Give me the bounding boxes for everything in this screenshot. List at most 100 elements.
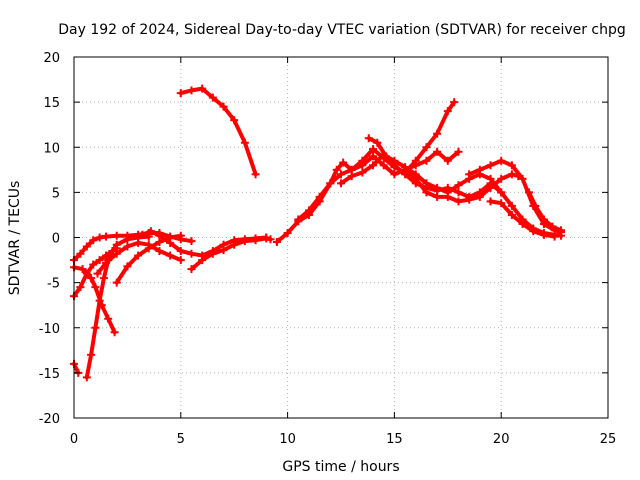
data-point xyxy=(507,161,516,170)
axis-ticks: 0 5 10 15 20 25 -20 -15 -10 -5 0 5 10 15 20 xyxy=(39,51,617,447)
data-point xyxy=(529,227,538,236)
data-point xyxy=(454,188,463,197)
data-point xyxy=(443,192,452,201)
data-point xyxy=(454,181,463,190)
data-point xyxy=(369,145,378,154)
data-point xyxy=(240,237,249,246)
data-point xyxy=(401,165,410,174)
x-tick-label: 15 xyxy=(386,432,403,447)
data-point xyxy=(411,174,420,183)
data-point xyxy=(497,188,506,197)
data-point xyxy=(123,242,132,251)
data-point xyxy=(187,265,196,274)
data-point xyxy=(433,129,442,138)
data-point xyxy=(539,230,548,239)
data-point xyxy=(518,219,527,228)
data-point xyxy=(507,210,516,219)
y-tick-label: -20 xyxy=(39,412,60,427)
data-point xyxy=(187,249,196,258)
series-line-arc-14 xyxy=(366,136,563,238)
data-point xyxy=(123,262,132,271)
data-point xyxy=(450,98,459,107)
data-point xyxy=(108,247,117,256)
series-group xyxy=(70,84,566,382)
data-point xyxy=(146,227,155,236)
data-point xyxy=(486,183,495,192)
y-tick-label: 20 xyxy=(43,51,60,66)
data-point xyxy=(123,235,132,244)
data-point xyxy=(112,240,121,249)
data-point xyxy=(76,283,85,292)
data-point xyxy=(112,231,121,240)
data-point xyxy=(475,165,484,174)
data-point xyxy=(266,235,275,244)
y-tick-label: 0 xyxy=(52,232,60,247)
data-point xyxy=(497,156,506,165)
data-point xyxy=(82,373,91,382)
data-point xyxy=(240,138,249,147)
data-point xyxy=(411,161,420,170)
y-tick-label: 5 xyxy=(52,186,60,201)
data-point xyxy=(219,102,228,111)
chart-title: Day 192 of 2024, Sidereal Day-to-day VTE… xyxy=(58,22,626,38)
data-point xyxy=(187,86,196,95)
data-point xyxy=(364,134,373,143)
data-point xyxy=(531,201,540,210)
data-point xyxy=(138,230,147,239)
data-point xyxy=(443,156,452,165)
data-point xyxy=(89,236,98,245)
data-point xyxy=(497,174,506,183)
y-tick-label: -15 xyxy=(39,367,60,382)
data-point xyxy=(198,256,207,265)
series-line-arc-10 xyxy=(178,86,258,177)
data-point xyxy=(422,143,431,152)
data-point xyxy=(102,258,111,267)
x-tick-label: 5 xyxy=(177,432,185,447)
data-point xyxy=(433,147,442,156)
data-point xyxy=(176,231,185,240)
data-point xyxy=(337,170,345,179)
data-point xyxy=(326,179,335,188)
data-point xyxy=(315,192,324,201)
data-point xyxy=(332,165,341,174)
data-point xyxy=(112,249,121,258)
data-point xyxy=(507,201,516,210)
data-point xyxy=(87,274,96,283)
data-point xyxy=(155,247,164,256)
data-point xyxy=(497,199,506,208)
data-point xyxy=(110,328,119,337)
series-line-arc-5 xyxy=(84,234,151,380)
data-point xyxy=(176,89,185,98)
data-point xyxy=(155,231,164,240)
data-point xyxy=(358,168,367,177)
data-point xyxy=(208,249,217,258)
data-point xyxy=(454,147,463,156)
data-point xyxy=(144,244,153,253)
data-point xyxy=(550,232,559,241)
y-axis-label: SDTVAR / TECUs xyxy=(7,181,23,296)
data-point xyxy=(486,161,495,170)
data-point xyxy=(187,237,196,246)
data-point xyxy=(454,197,463,206)
data-point xyxy=(369,152,378,161)
data-point xyxy=(422,156,431,165)
data-point xyxy=(337,179,345,188)
data-point xyxy=(95,256,104,265)
y-tick-label: 10 xyxy=(43,141,60,156)
data-point xyxy=(91,323,100,332)
data-point xyxy=(89,260,98,269)
data-point xyxy=(422,188,431,197)
data-point xyxy=(166,238,175,247)
data-point xyxy=(208,93,217,102)
data-point xyxy=(369,161,378,170)
data-point xyxy=(104,314,113,323)
data-point xyxy=(465,170,474,179)
data-point xyxy=(339,158,348,167)
data-point xyxy=(358,161,367,170)
data-point xyxy=(166,251,175,260)
data-point xyxy=(465,195,474,204)
series-line-arc-6 xyxy=(95,240,183,276)
data-point xyxy=(379,161,388,170)
data-point xyxy=(390,170,399,179)
data-point xyxy=(272,238,281,247)
